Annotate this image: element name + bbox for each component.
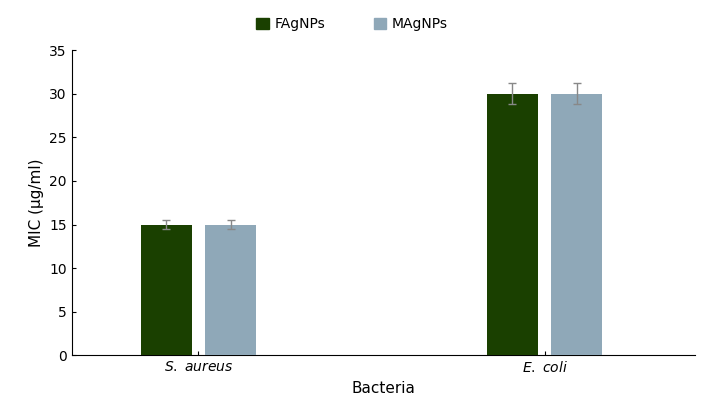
- X-axis label: Bacteria: Bacteria: [351, 381, 415, 396]
- Bar: [487, 94, 538, 355]
- Y-axis label: MIC (μg/ml): MIC (μg/ml): [29, 158, 44, 247]
- Bar: [141, 224, 192, 355]
- Bar: [551, 94, 602, 355]
- Legend: FAgNPs, MAgNPs: FAgNPs, MAgNPs: [256, 18, 448, 31]
- Bar: [205, 224, 256, 355]
